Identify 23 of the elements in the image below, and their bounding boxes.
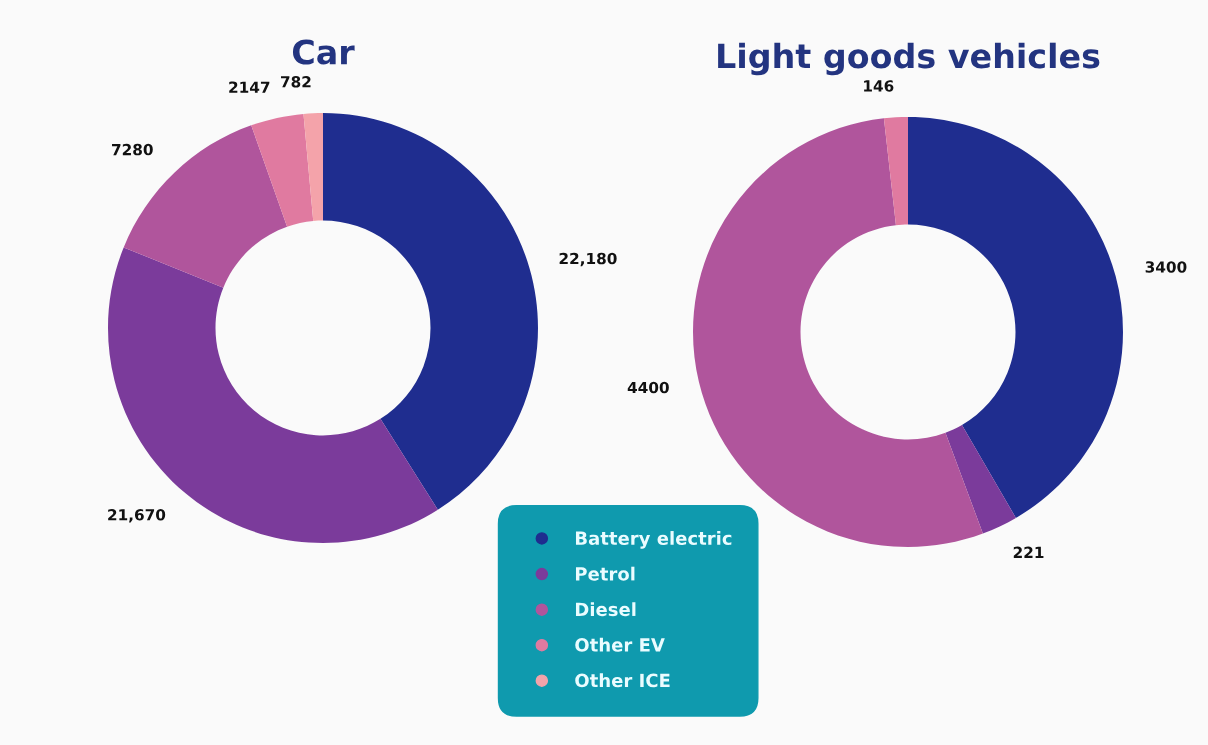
donut-slice (908, 117, 1123, 518)
data-label: 21,670 (108, 509, 166, 523)
legend-label: Petrol (575, 566, 635, 581)
data-label: 4400 (627, 381, 669, 394)
donut-slice (108, 247, 438, 543)
data-label: 3400 (1145, 261, 1187, 273)
data-label: 146 (864, 80, 894, 92)
legend-label: Other EV (575, 637, 665, 652)
chart-title: Car (292, 39, 355, 65)
legend-label: Other ICE (575, 673, 670, 688)
donut-slice (323, 113, 538, 510)
data-label: 22,180 (559, 252, 617, 267)
donut-slice (883, 117, 908, 226)
data-label: 2147 (229, 81, 270, 93)
data-label: 782 (281, 76, 311, 88)
data-label: 7280 (112, 143, 153, 156)
legend-label: Battery electric (575, 531, 732, 549)
legend-label: Diesel (575, 602, 636, 617)
donut-slice (251, 113, 314, 227)
donut-slice (303, 113, 323, 221)
chart-title: Light goods vehicles (718, 42, 1100, 76)
data-label: 221 (1013, 546, 1044, 558)
donut-slice (945, 424, 1016, 534)
